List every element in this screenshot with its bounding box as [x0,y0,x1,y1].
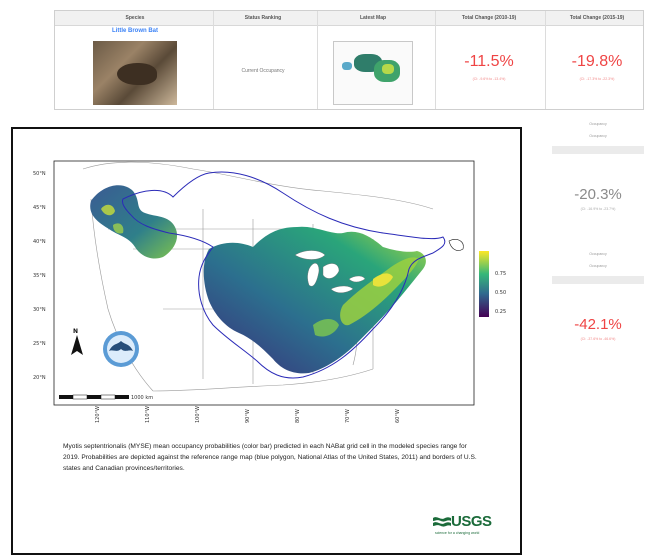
legend-tick: 0.25 [495,309,506,315]
divider [213,11,214,109]
change-column: Occupancy Occupancy -20.3% (CI: -16.9% t… [552,110,644,555]
change-value: -42.1% [574,316,622,333]
row-label: Occupancy [589,134,607,138]
header-change-2015[interactable]: Total Change (2015-19) [569,15,625,21]
lat-tick: 40°N [33,239,46,245]
usgs-logo[interactable]: USGS science for a changing world [433,513,503,539]
lat-tick: 35°N [33,273,46,279]
change-2010-ci: (CI: -9.6% to -13.4%) [472,77,506,81]
row-separator [552,276,644,284]
header-change-2010[interactable]: Total Change (2010-19) [461,15,517,21]
lon-tick: 70°W [345,409,351,423]
status-value: Current Occupancy [241,68,285,74]
change-ci: (CI: -16.9% to -23.7%) [580,207,616,211]
lat-tick: 45°N [33,205,46,211]
legend-tick: 0.50 [495,290,506,296]
north-label: N [73,328,78,335]
table-header: Species Status Ranking Latest Map Total … [55,11,643,26]
lat-tick: 25°N [33,341,46,347]
lon-tick: 100°W [195,406,201,423]
change-ci: (CI: -37.6% to -46.6%) [580,337,616,341]
change-2010-value: -11.5% [464,53,514,70]
lat-tick: 20°N [33,375,46,381]
row-label: Occupancy [589,252,607,256]
species-photo[interactable] [93,41,177,105]
lon-tick: 90°W [245,409,251,423]
lon-tick: 60°W [395,409,401,423]
header-status[interactable]: Status Ranking [244,15,282,21]
scale-label: 1000 km [131,395,153,401]
divider [317,11,318,109]
color-bar-legend [479,251,489,317]
map-caption: Myotis septentrionalis (MYSE) mean occup… [63,443,477,472]
map-modal: 50°N 45°N 40°N 35°N 30°N 25°N 20°N 120°W… [11,127,522,555]
change-2015-ci: (CI: -17.3% to -22.3%) [579,77,615,81]
species-link[interactable]: Little Brown Bat [112,28,158,34]
lon-tick: 80°W [295,409,301,423]
great-lakes [294,250,366,293]
divider [435,11,436,109]
usgs-wave-icon [433,517,451,527]
legend-tick: 0.75 [495,271,506,277]
west-occupancy-region [90,185,178,259]
change-2015-value: -19.8% [571,53,623,70]
row-separator [552,146,644,154]
latitude-ticks: 50°N 45°N 40°N 35°N 30°N 25°N 20°N [33,171,46,381]
header-species[interactable]: Species [125,15,145,21]
lon-tick: 120°W [95,406,101,423]
lat-tick: 50°N [33,171,46,177]
longitude-ticks: 120°W 110°W 100°W 90°W 80°W 70°W 60°W [95,406,401,423]
map-thumbnail[interactable] [333,41,413,105]
divider [545,11,546,109]
reference-range-polygon [122,171,446,379]
lat-tick: 30°N [33,307,46,313]
occupancy-map: 50°N 45°N 40°N 35°N 30°N 25°N 20°N 120°W… [33,160,506,423]
row-label: Occupancy [589,122,607,126]
status-table: Species Status Ranking Latest Map Total … [54,10,644,110]
nabat-emblem-icon [103,331,139,367]
change-value: -20.3% [574,186,622,203]
row-label: Occupancy [589,264,607,268]
usgs-tagline: science for a changing world [435,531,480,535]
scale-bar: 1000 km [59,394,153,401]
usgs-wordmark: USGS [451,513,492,530]
lon-tick: 110°W [145,406,151,423]
north-arrow-icon: N [71,328,83,355]
east-occupancy-region [203,226,426,374]
header-map[interactable]: Latest Map [359,15,387,21]
